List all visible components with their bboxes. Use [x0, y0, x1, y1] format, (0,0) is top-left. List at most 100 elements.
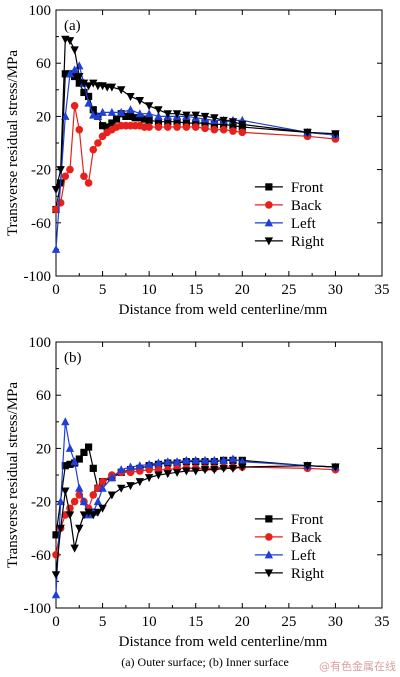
- data-point-back: [191, 123, 200, 131]
- data-point-right: [228, 118, 238, 127]
- data-point-left: [84, 98, 93, 107]
- legend-marker: [264, 218, 274, 227]
- data-point-right: [56, 524, 65, 533]
- x-tick-label: 10: [142, 282, 157, 298]
- legend-marker: [264, 569, 274, 578]
- data-point-right: [135, 96, 145, 105]
- data-point-left: [98, 107, 107, 116]
- x-tick-label: 15: [188, 614, 203, 630]
- legend-marker: [265, 183, 273, 191]
- data-point-right: [84, 508, 93, 517]
- x-tick-label: 30: [328, 282, 343, 298]
- data-point-back: [229, 127, 237, 135]
- legend-item-front: Front: [254, 180, 324, 196]
- plot-frame: [55, 341, 383, 609]
- x-tick-label: 30: [328, 614, 343, 630]
- data-point-right: [79, 511, 89, 520]
- legend-label: Back: [291, 530, 322, 546]
- data-point-front: [108, 119, 116, 127]
- series-right: [51, 462, 340, 580]
- x-tick-label: 35: [375, 614, 390, 630]
- x-tick-label: 0: [52, 614, 60, 630]
- data-point-front: [98, 122, 107, 130]
- data-point-right: [98, 504, 107, 513]
- data-point-front: [126, 112, 135, 120]
- data-point-front: [192, 119, 200, 127]
- data-point-left: [126, 462, 135, 471]
- data-point-front: [89, 106, 97, 114]
- data-point-left: [98, 483, 107, 492]
- data-point-back: [89, 145, 98, 154]
- data-point-left: [61, 111, 70, 120]
- data-point-left: [70, 65, 79, 74]
- data-point-back: [75, 125, 84, 134]
- y-tick-label: -60: [31, 548, 51, 564]
- data-point-back: [89, 491, 98, 499]
- data-point-left: [117, 465, 126, 474]
- legend-item-front: Front: [254, 512, 324, 528]
- data-point-left: [200, 455, 210, 464]
- legend-item-left: Left: [254, 216, 317, 232]
- data-point-front: [75, 455, 83, 463]
- data-point-back: [94, 139, 102, 147]
- data-point-left: [65, 69, 75, 78]
- data-point-left: [135, 109, 145, 118]
- x-tick-label: 20: [235, 282, 250, 298]
- data-point-back: [182, 123, 191, 131]
- data-point-left: [191, 455, 200, 464]
- legend-item-back: Back: [254, 530, 322, 546]
- data-point-back: [98, 477, 107, 486]
- data-point-front: [201, 119, 209, 127]
- data-point-right: [135, 478, 145, 487]
- data-point-back: [219, 125, 228, 134]
- data-point-left: [182, 455, 191, 464]
- legend-item-right: Right: [254, 566, 325, 582]
- data-point-front: [80, 448, 88, 456]
- data-point-right: [65, 37, 75, 46]
- data-point-right: [117, 484, 126, 493]
- data-point-right: [75, 73, 84, 81]
- data-point-right: [200, 466, 210, 475]
- data-point-right: [172, 110, 182, 119]
- data-point-left: [135, 461, 145, 470]
- data-point-right: [61, 487, 70, 496]
- data-point-left: [93, 111, 103, 120]
- data-point-front: [61, 462, 69, 470]
- legend-marker: [265, 515, 273, 523]
- data-point-right: [65, 511, 75, 520]
- data-point-front: [85, 92, 93, 101]
- data-point-front: [66, 460, 74, 468]
- y-tick-label: -20: [31, 495, 51, 511]
- x-axis-label: Distance from weld centerline/mm: [119, 302, 328, 318]
- data-point-left: [51, 244, 61, 253]
- x-tick-label: 35: [375, 282, 390, 298]
- data-point-right: [126, 482, 135, 491]
- data-point-front: [80, 88, 88, 97]
- data-point-left: [107, 473, 117, 482]
- plot-frame: [55, 9, 383, 277]
- legend-item-left: Left: [254, 548, 317, 564]
- x-tick-label: 15: [188, 282, 203, 298]
- data-point-left: [61, 417, 70, 426]
- data-point-back: [70, 497, 79, 506]
- y-tick-label: 100: [29, 3, 52, 19]
- data-point-left: [107, 107, 117, 116]
- data-point-right: [191, 467, 200, 476]
- legend-label: Front: [291, 180, 324, 196]
- data-point-right: [56, 166, 65, 175]
- data-point-front: [140, 115, 149, 123]
- data-point-front: [112, 115, 121, 123]
- data-point-right: [303, 462, 312, 471]
- data-point-left: [210, 455, 219, 464]
- panel-a: 0 5 10 15 20 25 30 35 -100 -60 -20 20 60 100 Distance …: [5, 3, 390, 318]
- legend-label: Left: [291, 216, 317, 232]
- legend-label: Front: [291, 512, 324, 528]
- legend-marker: [264, 237, 274, 246]
- data-point-right: [89, 511, 98, 520]
- data-point-front: [210, 120, 218, 128]
- data-point-left: [228, 454, 238, 463]
- data-point-back: [238, 128, 247, 137]
- data-point-back: [80, 172, 88, 181]
- data-point-right: [75, 524, 84, 533]
- x-axis-label: Distance from weld centerline/mm: [119, 634, 328, 650]
